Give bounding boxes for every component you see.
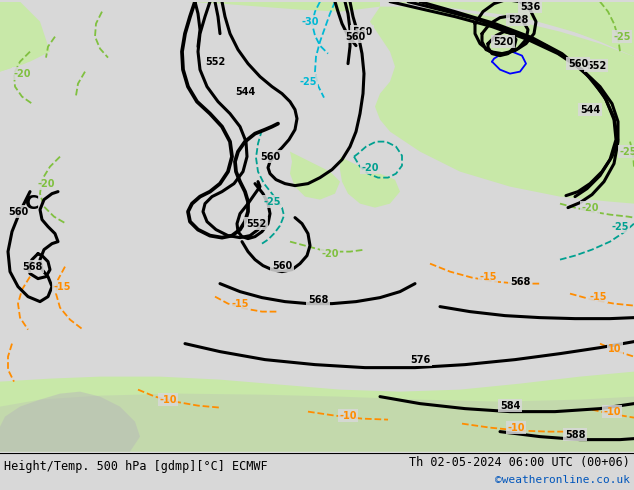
Polygon shape: [0, 1, 50, 72]
Polygon shape: [340, 157, 400, 208]
Text: -25: -25: [263, 196, 281, 207]
Text: 584: 584: [500, 401, 520, 411]
Polygon shape: [290, 151, 340, 199]
Text: 536: 536: [520, 1, 540, 12]
Text: -15: -15: [53, 282, 71, 292]
Polygon shape: [180, 1, 380, 12]
Text: ©weatheronline.co.uk: ©weatheronline.co.uk: [495, 475, 630, 485]
Text: -10: -10: [507, 422, 525, 433]
Text: 576: 576: [410, 355, 430, 365]
Polygon shape: [0, 392, 140, 452]
Text: -15: -15: [589, 292, 607, 302]
Text: -25: -25: [619, 147, 634, 157]
Text: -10: -10: [339, 411, 357, 420]
Polygon shape: [370, 7, 634, 204]
Text: -25: -25: [299, 76, 317, 87]
Text: -20: -20: [361, 163, 378, 172]
Text: 560: 560: [568, 59, 588, 69]
Polygon shape: [400, 1, 634, 57]
Text: -30: -30: [301, 17, 319, 26]
Text: 588: 588: [565, 430, 585, 440]
Text: -20: -20: [37, 179, 55, 189]
Text: 552: 552: [586, 61, 606, 71]
Text: 552: 552: [205, 57, 225, 67]
Text: 544: 544: [580, 105, 600, 115]
Text: -25: -25: [613, 32, 631, 42]
Text: 560: 560: [260, 151, 280, 162]
Text: 560: 560: [345, 32, 365, 42]
Text: 560: 560: [8, 207, 28, 217]
Polygon shape: [0, 393, 634, 452]
Polygon shape: [0, 371, 634, 452]
Text: -20: -20: [13, 69, 31, 78]
Text: -10: -10: [159, 394, 177, 405]
Text: -10: -10: [603, 407, 621, 416]
Text: 560: 560: [352, 26, 372, 37]
Text: C: C: [25, 194, 39, 213]
Text: 568: 568: [308, 294, 328, 305]
Text: -20: -20: [581, 203, 598, 213]
Text: 10: 10: [608, 343, 622, 354]
Text: 528: 528: [508, 15, 528, 24]
Text: -25: -25: [611, 221, 629, 232]
Text: -15: -15: [479, 271, 497, 282]
Text: 520: 520: [493, 37, 513, 47]
Text: 568: 568: [22, 262, 42, 271]
Text: Height/Temp. 500 hPa [gdmp][°C] ECMWF: Height/Temp. 500 hPa [gdmp][°C] ECMWF: [4, 460, 268, 473]
Text: Th 02-05-2024 06:00 UTC (00+06): Th 02-05-2024 06:00 UTC (00+06): [409, 456, 630, 469]
Polygon shape: [0, 1, 40, 72]
Text: -20: -20: [321, 248, 339, 259]
Text: 568: 568: [510, 277, 530, 287]
Text: 560: 560: [272, 261, 292, 270]
Text: -15: -15: [231, 298, 249, 309]
Polygon shape: [380, 1, 634, 51]
Text: 552: 552: [246, 219, 266, 229]
Text: 544: 544: [235, 87, 255, 97]
